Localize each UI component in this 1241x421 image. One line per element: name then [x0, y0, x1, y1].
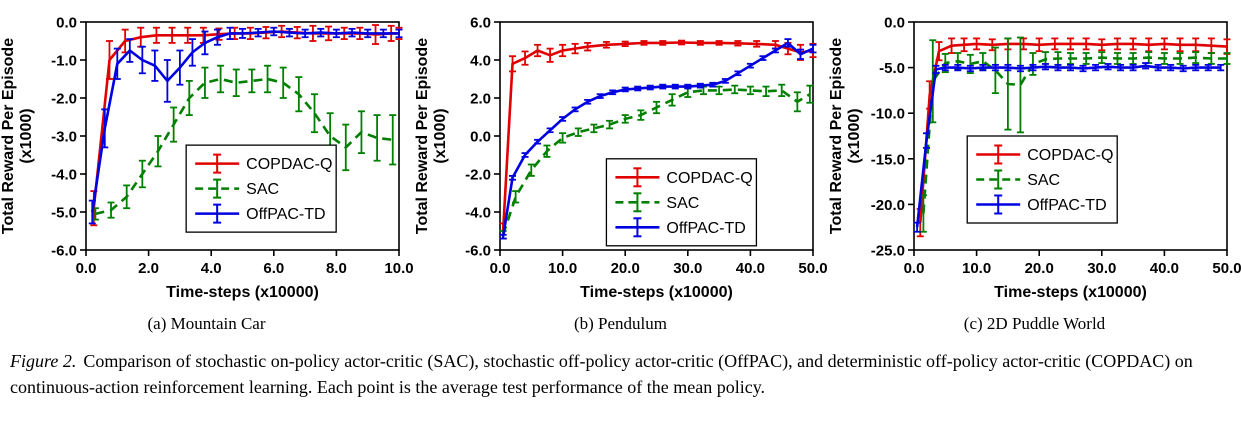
chart-mountain-car: 0.0 2.0 4.0 6.0 8.0 10.0 0.0 -1.0 -2.0 -3.0 -4.0 -5…: [0, 8, 414, 334]
svg-text:OffPAC-TD: OffPAC-TD: [666, 220, 745, 237]
svg-text:50.0: 50.0: [798, 260, 827, 277]
svg-text:2.0: 2.0: [470, 91, 491, 108]
svg-text:40.0: 40.0: [736, 260, 765, 277]
svg-text:COPDAC-Q: COPDAC-Q: [1027, 147, 1113, 164]
svg-text:20.0: 20.0: [611, 260, 640, 277]
svg-text:-15.0: -15.0: [871, 151, 905, 168]
figure-caption: Figure 2. Comparison of stochastic on-pol…: [10, 348, 1231, 400]
svg-text:20.0: 20.0: [1025, 260, 1054, 277]
svg-text:6.0: 6.0: [470, 15, 491, 32]
svg-text:Time-steps (x10000): Time-steps (x10000): [580, 284, 733, 301]
plot-svg: 0.0 2.0 4.0 6.0 8.0 10.0 0.0 -1.0 -2.0 -3.0 -4.0 -5…: [0, 15, 414, 302]
svg-text:-5.0: -5.0: [879, 60, 905, 77]
puddle-world-plot: 0.0 10.0 20.0 30.0 40.0 50.0 0.0 -5.0 -10.0 -15.0…: [828, 8, 1241, 310]
subcaption-pendulum: (b) Pendulum: [573, 314, 668, 333]
axes-frame: [913, 21, 1228, 251]
svg-text:0.0: 0.0: [904, 260, 925, 277]
svg-text:Time-steps (x10000): Time-steps (x10000): [994, 284, 1147, 301]
figure-2: 0.0 2.0 4.0 6.0 8.0 10.0 0.0 -1.0 -2.0 -3.0 -4.0 -5…: [0, 8, 1241, 400]
subcaption-mountain-car: (a) Mountain Car: [147, 314, 266, 333]
svg-text:-6.0: -6.0: [465, 243, 491, 260]
figure-caption-text: Comparison of stochastic on-policy actor…: [10, 351, 1193, 398]
series-line-SAC: [922, 56, 1227, 214]
svg-text:Total Reward Per Episode: Total Reward Per Episode: [828, 38, 845, 234]
svg-text:8.0: 8.0: [326, 260, 347, 277]
figure-label: Figure 2.: [10, 351, 77, 371]
svg-text:0.0: 0.0: [470, 129, 491, 146]
series-line-SAC: [95, 77, 393, 216]
svg-text:50.0: 50.0: [1212, 260, 1241, 277]
svg-text:SAC: SAC: [666, 195, 699, 212]
svg-text:-5.0: -5.0: [51, 205, 77, 222]
subcaption-puddle-world: (c) 2D Puddle World: [963, 314, 1106, 333]
chart-puddle-world: 0.0 10.0 20.0 30.0 40.0 50.0 0.0 -5.0 -10.0 -15.0…: [828, 8, 1241, 334]
svg-text:(x1000): (x1000): [18, 108, 35, 163]
svg-text:10.0: 10.0: [384, 260, 413, 277]
svg-text:-10.0: -10.0: [871, 106, 905, 123]
svg-text:OffPAC-TD: OffPAC-TD: [1027, 197, 1106, 214]
charts-row: 0.0 2.0 4.0 6.0 8.0 10.0 0.0 -1.0 -2.0 -3.0 -4.0 -5…: [0, 8, 1241, 334]
svg-text:10.0: 10.0: [548, 260, 577, 277]
svg-text:10.0: 10.0: [962, 260, 991, 277]
series-line-SAC: [501, 88, 811, 236]
svg-text:OffPAC-TD: OffPAC-TD: [246, 206, 325, 223]
svg-text:SAC: SAC: [246, 181, 279, 198]
series-line-COPDAC-Q: [919, 42, 1228, 223]
svg-text:Time-steps (x10000): Time-steps (x10000): [166, 284, 319, 301]
svg-text:Total Reward Per Episode: Total Reward Per Episode: [0, 38, 17, 234]
svg-text:-2.0: -2.0: [51, 91, 77, 108]
svg-text:30.0: 30.0: [673, 260, 702, 277]
svg-text:2.0: 2.0: [138, 260, 159, 277]
svg-text:4.0: 4.0: [470, 53, 491, 70]
svg-text:4.0: 4.0: [201, 260, 222, 277]
series-line-OffPAC-TD: [501, 41, 814, 237]
mountain-car-plot: 0.0 2.0 4.0 6.0 8.0 10.0 0.0 -1.0 -2.0 -3.0 -4.0 -5…: [0, 8, 414, 310]
svg-text:-25.0: -25.0: [871, 243, 905, 260]
svg-text:-6.0: -6.0: [51, 243, 77, 260]
svg-text:-4.0: -4.0: [465, 205, 491, 222]
svg-text:30.0: 30.0: [1087, 260, 1116, 277]
svg-text:SAC: SAC: [1027, 172, 1060, 189]
svg-text:0.0: 0.0: [56, 15, 77, 32]
series-line-OffPAC-TD: [915, 64, 1221, 228]
plot-svg: 0.0 10.0 20.0 30.0 40.0 50.0 0.0 -5.0 -10.0 -15.0…: [828, 15, 1241, 302]
svg-text:0.0: 0.0: [490, 260, 511, 277]
svg-text:-20.0: -20.0: [871, 197, 905, 214]
svg-text:-3.0: -3.0: [51, 129, 77, 146]
svg-text:0.0: 0.0: [884, 15, 905, 32]
svg-text:0.0: 0.0: [76, 260, 97, 277]
svg-text:-4.0: -4.0: [51, 167, 77, 184]
svg-text:COPDAC-Q: COPDAC-Q: [246, 156, 332, 173]
svg-text:-1.0: -1.0: [51, 53, 77, 70]
svg-text:Total Reward Per Episode: Total Reward Per Episode: [414, 38, 431, 234]
plot-svg: 0.0 10.0 20.0 30.0 40.0 50.0 6.0 4.0 2.0 0.0 -2.0 -…: [414, 15, 828, 302]
series-line-COPDAC-Q: [501, 41, 814, 232]
svg-text:(x1000): (x1000): [846, 108, 863, 163]
series-line-OffPAC-TD: [91, 30, 399, 213]
pendulum-plot: 0.0 10.0 20.0 30.0 40.0 50.0 6.0 4.0 2.0 0.0 -2.0 -…: [414, 8, 828, 310]
svg-text:(x1000): (x1000): [432, 108, 449, 163]
svg-text:6.0: 6.0: [263, 260, 284, 277]
svg-text:COPDAC-Q: COPDAC-Q: [666, 170, 752, 187]
svg-text:40.0: 40.0: [1150, 260, 1179, 277]
svg-text:-2.0: -2.0: [465, 167, 491, 184]
chart-pendulum: 0.0 10.0 20.0 30.0 40.0 50.0 6.0 4.0 2.0 0.0 -2.0 -…: [414, 8, 828, 334]
